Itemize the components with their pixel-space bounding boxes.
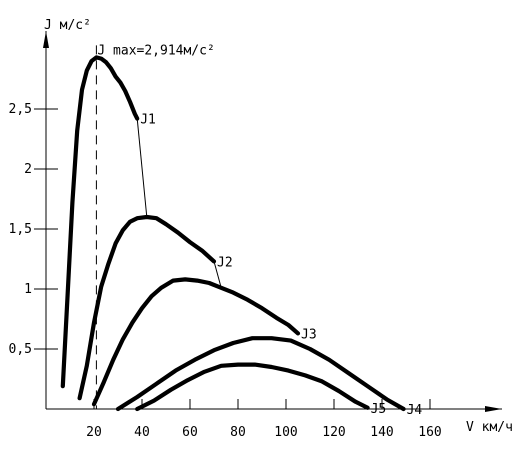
y-tick-label: 2,5: [9, 102, 32, 117]
series-label-j1: J1: [140, 113, 156, 128]
series-line-j2: [77, 214, 217, 401]
labels-layer: 20 40 60 80 100 120 140 160 0,5 1 1,5 2 2,5 J м/с² V к…: [9, 18, 513, 440]
y-tick-label: 1: [24, 282, 32, 297]
x-tick-label: 40: [134, 425, 150, 440]
y-axis-arrow: [43, 31, 49, 48]
x-tick-label: 160: [418, 425, 441, 440]
y-tick-label: 2: [24, 162, 32, 177]
x-tick-label: 60: [182, 425, 198, 440]
max-annotation: J max=2,914м/с²: [97, 43, 214, 58]
connector-line: [213, 261, 222, 288]
series-label-j2: J2: [217, 255, 233, 270]
x-tick-label: 100: [274, 425, 297, 440]
series-layer: [60, 55, 406, 412]
y-axis-title: J м/с²: [44, 18, 91, 33]
series-label-j3: J3: [301, 327, 317, 342]
x-axis-title: V км/ч: [466, 420, 513, 435]
series-line-j3: [91, 277, 301, 407]
series-label-j5: J5: [371, 402, 387, 417]
axes-layer: [34, 31, 502, 412]
y-tick-label: 0,5: [9, 342, 32, 357]
connector-line: [136, 118, 148, 218]
x-tick-label: 140: [370, 425, 393, 440]
series-label-j4: J4: [407, 403, 423, 418]
x-tick-label: 20: [86, 425, 102, 440]
x-axis-arrow: [485, 406, 502, 412]
x-tick-label: 80: [230, 425, 246, 440]
x-tick-label: 120: [322, 425, 345, 440]
series-line-j4: [115, 336, 406, 412]
series-line-j5: [135, 362, 370, 412]
y-tick-label: 1,5: [9, 222, 32, 237]
series-line-j1: [60, 55, 140, 389]
